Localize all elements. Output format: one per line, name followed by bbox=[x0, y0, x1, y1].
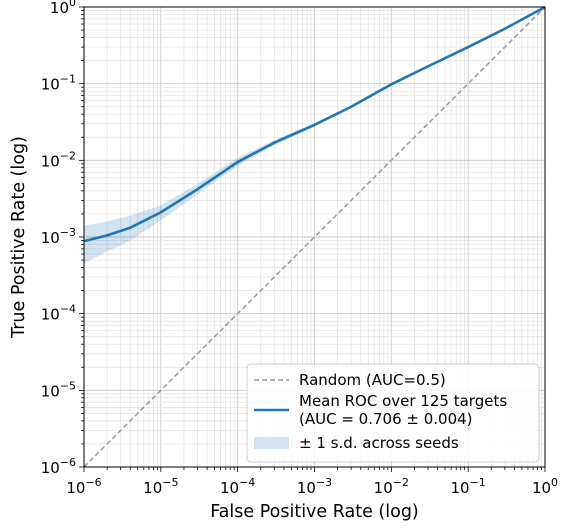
y-tick-label: 10−1 bbox=[41, 73, 76, 94]
series-lines-layer bbox=[83, 5, 546, 468]
y-tick-label: 10−6 bbox=[41, 456, 76, 477]
x-tick-label: 10−3 bbox=[297, 476, 332, 497]
random-baseline-line bbox=[83, 6, 546, 468]
x-tick-label: 10−2 bbox=[374, 476, 409, 497]
x-tick-label: 10−5 bbox=[143, 476, 178, 497]
legend-box bbox=[246, 363, 540, 463]
x-tick-label: 10−6 bbox=[66, 476, 101, 497]
axis-ticks bbox=[79, 6, 546, 472]
y-tick-label: 100 bbox=[50, 0, 76, 17]
y-tick-label: 10−4 bbox=[41, 303, 76, 324]
legend-mean-roc-auc: (AUC = 0.706 ± 0.004) bbox=[299, 410, 473, 428]
legend-band-label: ± 1 s.d. across seeds bbox=[299, 434, 459, 452]
x-tick-label: 10−4 bbox=[220, 476, 255, 497]
x-axis-title: False Positive Rate (log) bbox=[210, 502, 419, 522]
legend: Random (AUC=0.5) Mean ROC over 125 targe… bbox=[246, 363, 540, 463]
legend-random-label: Random (AUC=0.5) bbox=[299, 371, 446, 389]
std-band-area bbox=[84, 7, 545, 264]
mean-roc-line bbox=[83, 5, 546, 243]
legend-mean-roc-label: Mean ROC over 125 targets bbox=[299, 392, 507, 410]
tick-labels: 10−6 10−5 10−4 10−3 10−2 10−1 100 10−6 10−5 10−4 1… bbox=[41, 0, 558, 497]
std-band-layer bbox=[84, 7, 545, 264]
y-tick-label: 10−5 bbox=[41, 379, 76, 400]
y-tick-label: 10−3 bbox=[41, 226, 76, 247]
x-tick-label: 100 bbox=[532, 476, 558, 497]
y-tick-label: 10−2 bbox=[41, 149, 76, 170]
x-tick-label: 10−1 bbox=[451, 476, 486, 497]
y-axis-title: True Positive Rate (log) bbox=[9, 136, 29, 339]
legend-band-swatch bbox=[254, 437, 289, 449]
